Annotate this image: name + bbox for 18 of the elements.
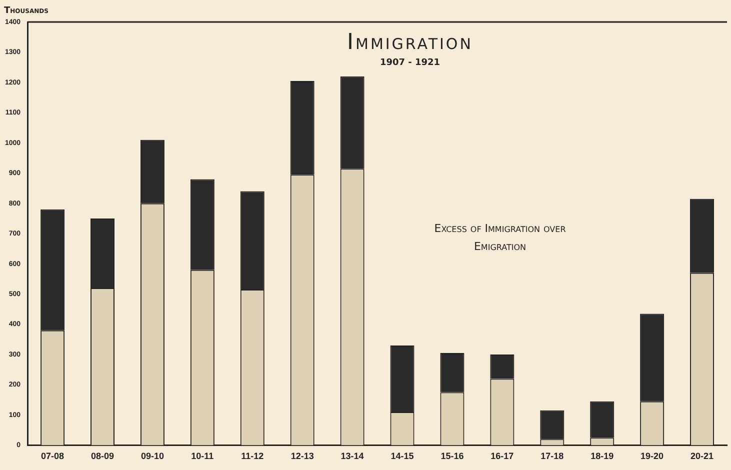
x-tick-label: 15-16	[440, 451, 464, 462]
text: 1907 - 1921	[378, 58, 442, 68]
y-axis-title: Thousands	[4, 6, 48, 16]
x-tick-label: 20-21	[690, 451, 714, 462]
x-tick-label: 07-08	[41, 451, 64, 462]
x-tick-label: 13-14	[340, 451, 364, 462]
x-tick-label: 11-12	[241, 451, 264, 462]
x-tick-label: 12-13	[290, 451, 314, 462]
x-tick-label: 18-19	[590, 451, 614, 462]
x-tick-label: 16-17	[490, 451, 514, 462]
text: Excess of Immigration over Emigration	[420, 220, 580, 256]
x-tick-label: 19-20	[640, 451, 664, 462]
x-tick-label: 14-15	[390, 451, 414, 462]
x-tick-label: 17-18	[540, 451, 564, 462]
x-tick-label: 08-09	[90, 451, 114, 462]
chart-title: Immigration	[346, 30, 474, 55]
x-tick-label: 10-11	[191, 451, 214, 462]
x-tick-label: 09-10	[140, 451, 164, 462]
